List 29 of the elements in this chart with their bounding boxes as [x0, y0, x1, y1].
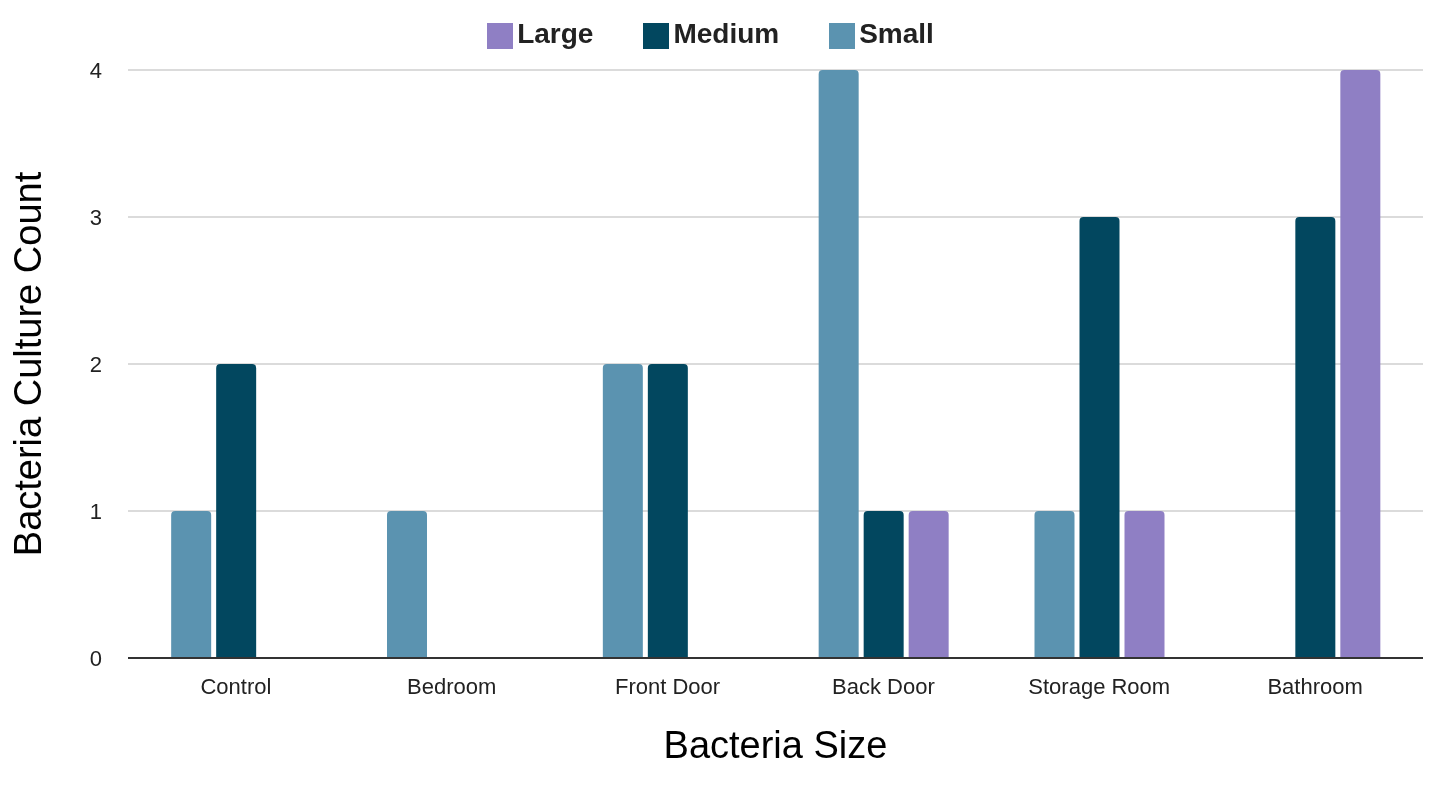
- x-tick-label: Control: [200, 673, 272, 699]
- legend-label: Medium: [673, 18, 780, 49]
- x-tick-label: Back Door: [832, 673, 935, 699]
- x-tick-label: Storage Room: [1028, 673, 1171, 699]
- bar: [1295, 217, 1336, 658]
- bar: [1079, 217, 1120, 658]
- bar: [387, 511, 427, 658]
- x-tick-label: Front Door: [615, 673, 721, 699]
- bar: [216, 364, 257, 658]
- bar: [818, 70, 859, 658]
- y-tick-label: 3: [89, 204, 102, 230]
- bar: [602, 364, 643, 658]
- bar: [1340, 70, 1381, 658]
- y-tick-label: 2: [89, 351, 102, 377]
- y-tick-label: 1: [89, 498, 102, 524]
- y-axis-title: Bacteria Culture Count: [7, 171, 50, 557]
- y-tick-label: 0: [89, 645, 102, 671]
- x-tick-label: Bedroom: [407, 673, 497, 699]
- bar: [908, 511, 949, 658]
- bar: [1034, 511, 1075, 658]
- x-axis-title: Bacteria Size: [663, 724, 888, 766]
- bar: [1124, 511, 1165, 658]
- y-tick-label: 4: [89, 57, 102, 83]
- bar: [647, 364, 688, 658]
- bar: [863, 511, 904, 658]
- legend-label: Large: [517, 18, 594, 49]
- legend-label: Small: [859, 18, 934, 49]
- x-tick-label: Bathroom: [1267, 673, 1363, 699]
- bar: [171, 511, 212, 658]
